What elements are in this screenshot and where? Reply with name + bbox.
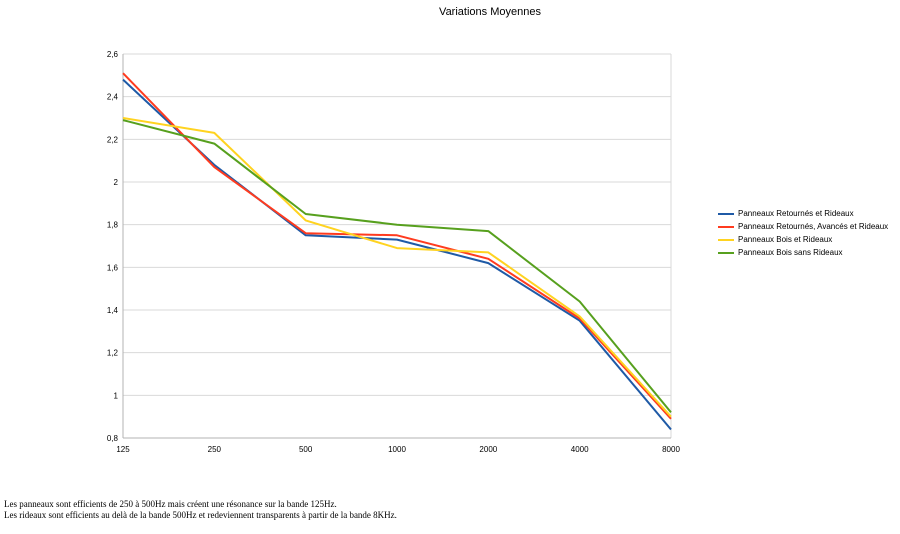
- chart-legend: Panneaux Retournés et Rideaux Panneaux Re…: [718, 207, 888, 259]
- series-line: [122, 78, 672, 431]
- legend-swatch: [718, 251, 734, 254]
- legend-item: Panneaux Bois sans Rideaux: [718, 246, 888, 259]
- legend-swatch: [718, 225, 734, 228]
- legend-label: Panneaux Bois et Rideaux: [738, 235, 833, 244]
- legend-item: Panneaux Bois et Rideaux: [718, 233, 888, 246]
- y-tick-label: 1,8: [107, 221, 119, 230]
- note-line-1: Les panneaux sont efficients de 250 à 50…: [4, 499, 337, 509]
- y-tick-label: 0,8: [107, 434, 119, 443]
- x-tick-label: 125: [116, 445, 130, 454]
- legend-label: Panneaux Bois sans Rideaux: [738, 248, 843, 257]
- y-tick-label: 1: [114, 391, 119, 400]
- legend-swatch: [718, 212, 734, 215]
- series-line: [122, 72, 672, 420]
- legend-item: Panneaux Retournés et Rideaux: [718, 207, 888, 220]
- legend-label: Panneaux Retournés, Avancés et Rideaux: [738, 222, 889, 231]
- y-tick-label: 2,6: [107, 50, 119, 59]
- y-tick-label: 1,4: [107, 306, 119, 315]
- legend-label: Panneaux Retournés et Rideaux: [738, 209, 854, 218]
- x-tick-label: 8000: [662, 445, 680, 454]
- y-tick-label: 1,6: [107, 263, 119, 272]
- x-tick-label: 4000: [571, 445, 589, 454]
- notes: Les panneaux sont efficients de 250 à 50…: [4, 499, 397, 521]
- y-tick-label: 2,4: [107, 93, 119, 102]
- x-tick-label: 250: [208, 445, 222, 454]
- y-tick-label: 1,2: [107, 349, 119, 358]
- chart-title: Variations Moyennes: [439, 6, 541, 18]
- note-line-2: Les rideaux sont efficients au delà de l…: [4, 510, 397, 520]
- x-tick-label: 500: [299, 445, 313, 454]
- series-line: [122, 117, 672, 418]
- legend-swatch: [718, 238, 734, 241]
- y-tick-label: 2,2: [107, 135, 119, 144]
- x-tick-label: 2000: [479, 445, 497, 454]
- legend-item: Panneaux Retournés, Avancés et Rideaux: [718, 220, 888, 233]
- series-line: [122, 119, 672, 414]
- x-tick-label: 1000: [388, 445, 406, 454]
- y-tick-label: 2: [114, 178, 119, 187]
